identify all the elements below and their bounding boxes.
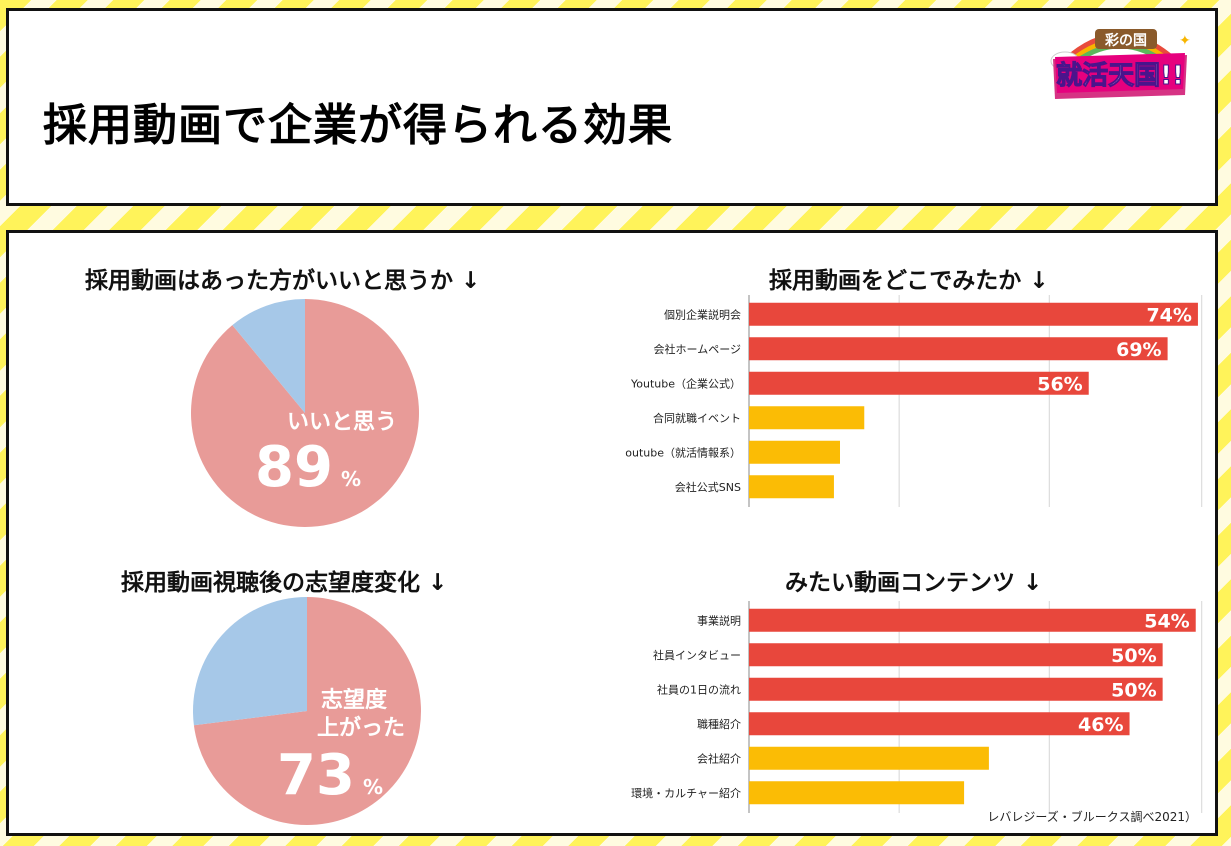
bar2-bar [749,608,1196,632]
pie2-label-line2: 上がった [317,716,406,741]
pie2-value-unit: % [362,775,383,799]
bar1-bar [749,302,1198,326]
logo-top-text: 彩の国 [1104,32,1147,49]
bar2-data-label: 50% [1111,679,1156,701]
pie1-container: いいと思う 89% [189,297,421,529]
bar1-category-label: 会社公式SNS [675,480,741,494]
logo-plate [1095,29,1157,49]
bar1-bar [749,337,1168,361]
pie1-label: いいと思う [287,410,398,435]
main-panel: 採用動画はあった方がいいと思うか ↓ いいと思う 89% 採用動画視聴後の志望度… [6,230,1218,836]
bar1-data-label: 56% [1037,373,1082,395]
bar1-category-label: outube（就活情報系） [625,445,741,459]
bar1-data-label: 69% [1116,339,1161,361]
bar2-category-label: 職種紹介 [697,717,741,731]
bar1-bar [749,371,1089,395]
pie1-value: 89% [255,435,361,500]
bar2-category-label: 会社紹介 [697,751,741,765]
bar2-bar [749,781,965,805]
bar2-bar [749,712,1130,736]
bar1-bar [749,475,834,499]
bar1-category-label: 会社ホームページ [654,342,741,356]
bar1-data-label: 74% [1146,304,1191,326]
pie2-slice-0 [193,597,421,825]
shukatsu-tengoku-logo: 彩の国 就活天国!! ✦ [1050,29,1191,99]
bar2-data-label: 50% [1111,645,1156,667]
bar2-bar [749,643,1163,667]
bar2-category-label: 事業説明 [697,613,741,627]
pie2-label-line1: 志望度 [321,688,388,713]
bar2-chart: 事業説明 54% 社員インタビュー 50% 社員の1日の流れ 50% 職種紹介 46% 会社紹介… [631,601,1203,813]
source-note: レバレジーズ・ブルークス調べ2021） [987,810,1197,824]
bar1-bar [749,406,865,430]
bar2-bar [749,746,989,770]
pie2-container: 志望度 上がった 73% [191,595,423,827]
bar1-title: 採用動画をどこでみたか ↓ [769,268,1049,294]
pie2-chart [193,597,421,825]
bar1-chart: 個別企業説明会 74% 会社ホームページ 69% Youtube（企業公式） 56% 合同就… [625,295,1203,507]
pie2-value-number: 73 [277,743,355,808]
pie2-slice-1 [193,597,307,726]
bar1-category-label: 個別企業説明会 [664,307,741,321]
bar2-category-label: 環境・カルチャー紹介 [631,786,741,800]
bar2-bar [749,677,1163,701]
bar2-category-label: 社員の1日の流れ [657,682,741,696]
pie1-slice-1 [232,299,305,413]
bar1-category-label: 合同就職イベント [653,411,741,425]
pie1-chart [191,299,419,527]
bar2-title: みたい動画コンテンツ ↓ [785,570,1043,596]
bar1-category-label: Youtube（企業公式） [630,376,741,390]
pie2-title: 採用動画視聴後の志望度変化 ↓ [121,570,448,596]
page-title: 採用動画で企業が得られる効果 [43,100,673,151]
pie1-title: 採用動画はあった方がいいと思うか ↓ [85,268,481,294]
bar2-data-label: 54% [1144,610,1189,632]
header-panel: 採用動画で企業が得られる効果 彩の国 就活天国!! ✦ [6,8,1218,206]
bar1-bar [749,440,840,464]
star-icon: ✦ [1179,33,1191,49]
pie1-value-unit: % [340,467,361,491]
logo-main-text: 就活天国!! [1056,61,1184,91]
pie1-value-number: 89 [255,435,333,500]
bar2-data-label: 46% [1078,714,1123,736]
pie2-value: 73% [277,743,383,808]
bar2-category-label: 社員インタビュー [653,648,741,662]
